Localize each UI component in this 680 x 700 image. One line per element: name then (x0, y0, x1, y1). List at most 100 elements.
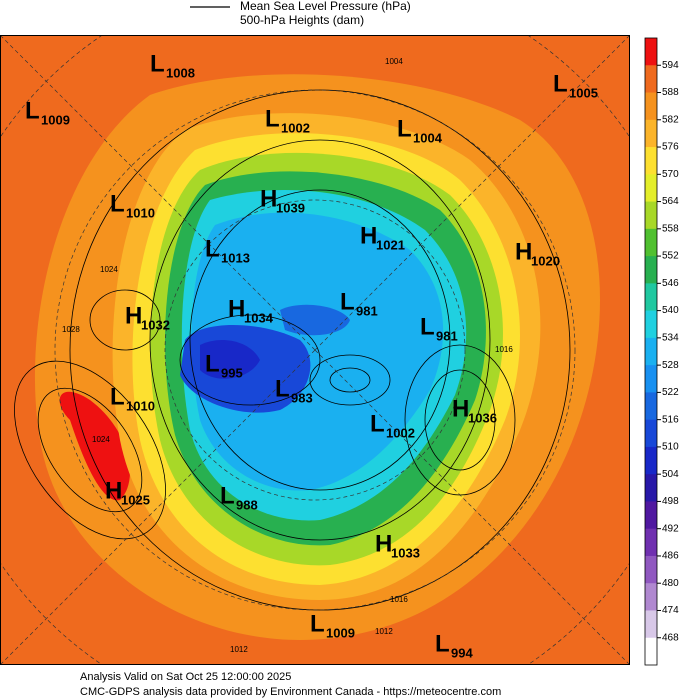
center-letter: H (105, 477, 122, 504)
isobar-label: 1012 (230, 645, 248, 654)
colorbar-cell (645, 583, 657, 611)
center-value: 1002 (386, 425, 415, 440)
height-fill (280, 304, 350, 336)
center-value: 1025 (121, 492, 150, 507)
center-letter: H (360, 222, 377, 249)
center-letter: L (397, 115, 412, 142)
colorbar-label: 486 (662, 551, 679, 562)
colorbar-label: 540 (662, 305, 679, 316)
center-value: 1010 (126, 398, 155, 413)
legend-text: Mean Sea Level Pressure (hPa) (240, 0, 411, 13)
colorbar-cell (645, 228, 657, 257)
center-value: 981 (356, 303, 378, 318)
colorbar-label: 528 (662, 360, 679, 371)
colorbar-label: 474 (662, 605, 679, 616)
center-value: 1032 (141, 317, 170, 332)
center-value: 988 (236, 497, 258, 512)
legend-text: 500-hPa Heights (dam) (240, 13, 364, 27)
center-letter: L (553, 70, 568, 97)
colorbar-cell (645, 256, 657, 284)
center-letter: L (205, 235, 220, 262)
footer-text: Analysis Valid on Sat Oct 25 12:00:00 20… (80, 671, 291, 683)
colorbar-label: 594 (662, 60, 679, 71)
colorbar-label: 504 (662, 469, 679, 480)
colorbar-cell (645, 65, 657, 94)
center-value: 1010 (126, 205, 155, 220)
height-fill (200, 340, 260, 379)
center-value: 1020 (531, 253, 560, 268)
center-letter: L (205, 350, 220, 377)
height-fill (59, 391, 130, 501)
center-letter: L (340, 288, 355, 315)
center-letter: L (310, 610, 325, 637)
center-value: 1039 (276, 200, 305, 215)
center-letter: H (515, 238, 532, 265)
colorbar-cell (645, 610, 657, 639)
colorbar-cell (645, 555, 657, 584)
height-fill (191, 212, 444, 491)
center-value: 1005 (569, 85, 598, 100)
map-frame (0, 35, 630, 665)
colorbar-frame (644, 37, 658, 666)
center-letter: L (110, 383, 125, 410)
center-value: 1009 (41, 112, 70, 127)
colorbar-label: 588 (662, 87, 679, 98)
center-value: 1036 (468, 410, 497, 425)
center-value: 1034 (244, 310, 274, 325)
colorbar-cell (645, 119, 657, 148)
colorbar-cell (645, 147, 657, 175)
colorbar-label: 510 (662, 442, 679, 453)
center-letter: L (370, 410, 385, 437)
isobar-label: 1024 (100, 265, 118, 274)
colorbar-cell (645, 419, 657, 448)
center-letter: H (125, 302, 142, 329)
center-value: 1009 (326, 625, 355, 640)
colorbar-cell (645, 310, 657, 339)
isobar-label: 1004 (385, 57, 403, 66)
isobar-label: 1016 (495, 345, 513, 354)
center-value: 1021 (376, 237, 405, 252)
center-value: 1008 (166, 65, 195, 80)
center-letter: H (452, 395, 469, 422)
center-value: 981 (436, 328, 458, 343)
center-value: 1013 (221, 250, 250, 265)
center-value: 1002 (281, 120, 310, 135)
footer-text: CMC-GDPS analysis data provided by Envir… (80, 686, 501, 698)
colorbar-cell (645, 637, 657, 666)
center-letter: H (375, 530, 392, 557)
center-value: 1033 (391, 545, 420, 560)
colorbar-label: 576 (662, 142, 679, 153)
isobar-label: 1012 (375, 627, 393, 636)
isobar-label: 1016 (390, 595, 408, 604)
colorbar-cell (645, 446, 657, 475)
colorbar-label: 522 (662, 387, 679, 398)
center-letter: L (110, 190, 125, 217)
colorbar-label: 498 (662, 496, 679, 507)
colorbar-cell (645, 392, 657, 421)
colorbar-label: 558 (662, 223, 679, 234)
isobar-label: 1024 (92, 435, 110, 444)
center-letter: L (220, 482, 235, 509)
colorbar-cell (645, 174, 657, 203)
center-value: 994 (451, 645, 473, 660)
colorbar-label: 534 (662, 333, 679, 344)
colorbar-label: 492 (662, 523, 679, 534)
colorbar-cell (645, 283, 657, 312)
center-letter: H (260, 185, 277, 212)
colorbar-label: 468 (662, 632, 679, 643)
colorbar-label: 516 (662, 414, 679, 425)
colorbar-label: 570 (662, 169, 679, 180)
center-letter: L (275, 375, 290, 402)
center-value: 983 (291, 390, 313, 405)
colorbar-label: 582 (662, 114, 679, 125)
center-letter: L (420, 313, 435, 340)
colorbar-label: 564 (662, 196, 679, 207)
center-letter: L (435, 630, 450, 657)
isobar-labels: 1004 1024 1028 1016 1024 1016 1012 1012 (62, 57, 513, 654)
colorbar-cell (645, 337, 657, 366)
isobar-label: 1028 (62, 325, 80, 334)
colorbar-label: 480 (662, 578, 679, 589)
